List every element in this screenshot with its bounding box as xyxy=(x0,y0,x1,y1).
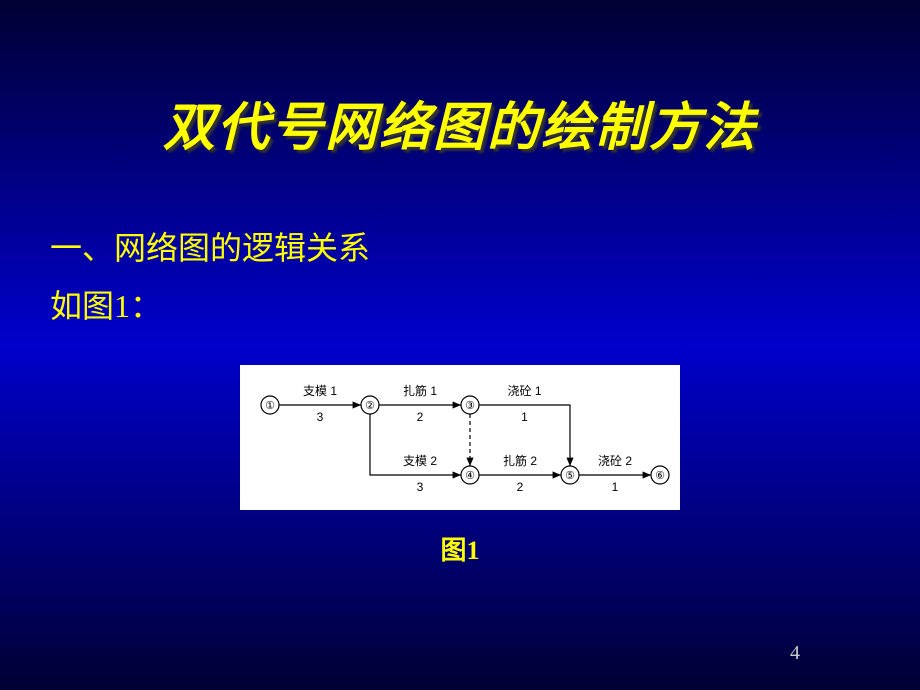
diagram-svg: ① ② ③ ④ ⑤ ⑥ 支模 1 3 扎筋 1 2 浇砼 1 1 支模 2 3 扎筋 2 2 浇砼 2 1 xyxy=(240,365,680,510)
svg-text:1: 1 xyxy=(612,480,619,494)
svg-text:扎筋 1: 扎筋 1 xyxy=(403,383,437,398)
svg-text:支模 2: 支模 2 xyxy=(403,454,437,468)
svg-text:扎筋 2: 扎筋 2 xyxy=(503,453,537,468)
svg-text:浇砼 1: 浇砼 1 xyxy=(507,384,541,398)
svg-text:④: ④ xyxy=(465,470,475,482)
svg-text:②: ② xyxy=(365,400,375,412)
reference-text: 如图1： xyxy=(50,278,870,336)
svg-text:浇砼 2: 浇砼 2 xyxy=(598,454,632,468)
svg-text:①: ① xyxy=(265,400,275,412)
svg-text:支模 1: 支模 1 xyxy=(303,384,337,398)
page-number: 4 xyxy=(790,642,800,665)
svg-text:2: 2 xyxy=(417,410,424,424)
figure-caption: 图1 xyxy=(50,528,870,575)
svg-text:3: 3 xyxy=(417,480,424,494)
svg-text:③: ③ xyxy=(465,400,475,412)
svg-text:1: 1 xyxy=(521,410,528,424)
svg-text:⑥: ⑥ xyxy=(655,470,665,482)
svg-text:3: 3 xyxy=(317,410,324,424)
slide-title: 双代号网络图的绘制方法 xyxy=(0,0,920,160)
content-area: 一、网络图的逻辑关系 如图1： ① ② ③ ④ ⑤ ⑥ 支模 1 3 扎筋 1 2 浇砼 1 1 支模… xyxy=(0,160,920,575)
svg-text:⑤: ⑤ xyxy=(565,470,575,482)
section-heading: 一、网络图的逻辑关系 xyxy=(50,220,870,278)
svg-text:2: 2 xyxy=(517,480,524,494)
network-diagram: ① ② ③ ④ ⑤ ⑥ 支模 1 3 扎筋 1 2 浇砼 1 1 支模 2 3 扎筋 2 2 浇砼 2 1 xyxy=(240,365,680,510)
